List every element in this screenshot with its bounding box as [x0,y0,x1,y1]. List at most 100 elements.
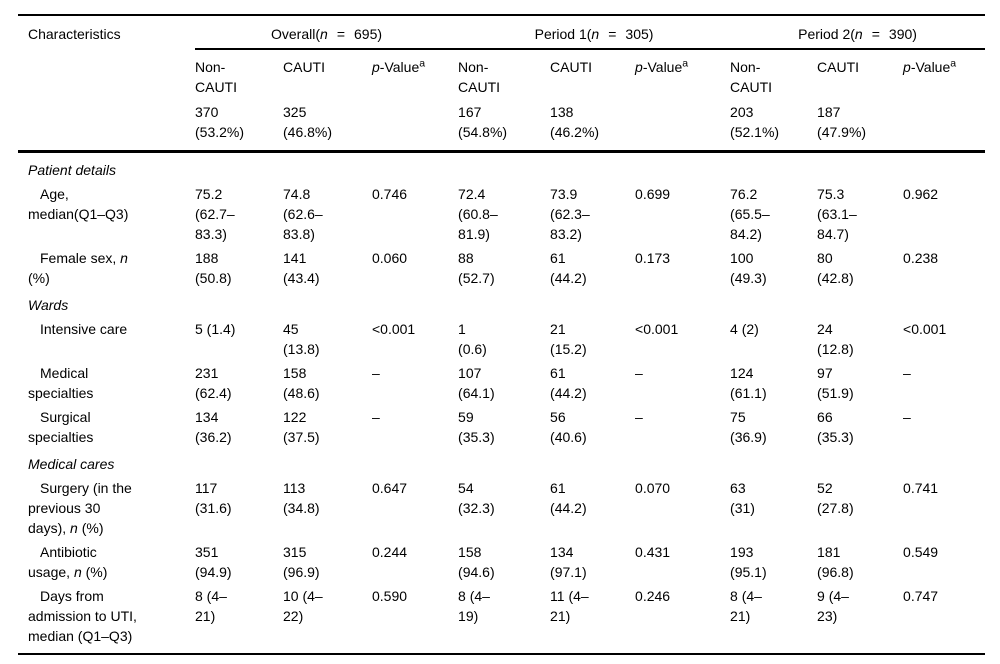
cell-value: 134 (36.2) [195,409,232,445]
cell-value: 0.246 [635,582,731,655]
n-variable: n [854,26,863,42]
equals-sign: = [608,26,617,42]
group-header-period1: Period 1(n = 305) [458,15,731,50]
cell-value: 0.741 [903,480,939,496]
row-label: Medical specialties [18,359,195,403]
cell-value: 0.699 [635,186,671,202]
cell-value: 45 (13.8) [283,321,320,357]
label-text: Surgical specialties [28,409,94,445]
cell-value: 54 (32.3) [458,480,495,516]
cell-value: 181 (96.8) [817,544,854,580]
cell-value: 11 (4– 21) [550,582,636,655]
characteristics-table: Characteristics Overall(n = 695) Period 1(… [18,14,986,655]
label-text: Surgery (in the previous 30 days), [28,480,132,536]
cell-value: 66 (35.3) [817,409,854,445]
group-count-cell: 325 (46.8%) [283,97,372,153]
footnote-marker: a [682,57,689,70]
cell-value: 1 (0.6) [458,321,487,357]
p-value-text: -Value [910,59,951,75]
equals-sign: = [871,26,880,42]
cell-value: 117 (31.6) [195,480,232,516]
group-count-cell [372,97,459,153]
group-label-text: Period 2( [798,26,855,42]
cell-value: 97 (51.9) [817,365,854,401]
cell-value: 75.3 (63.1– 84.7) [817,186,857,242]
label-text: (%) [81,564,108,580]
subheader-non-cauti: Non- CAUTI [195,59,237,95]
n-variable: n [591,26,600,42]
cell-value: 188 (50.8) [195,250,232,286]
subheader-cauti: CAUTI [283,59,325,75]
table-row: Medical specialties 231 (62.4) 158 (48.6) –… [18,359,985,403]
cell-value: 0.962 [903,186,939,202]
footnote-marker: a [950,57,957,70]
cell-value: 10 (4– 22) [283,582,372,655]
cell-value: 56 (40.6) [550,409,587,445]
label-text: Female sex, [40,250,121,266]
group-count-cell [635,97,731,153]
subheader-cauti: CAUTI [817,59,860,75]
section-header: Wards [28,297,69,313]
cell-value: 72.4 (60.8– 81.9) [458,186,498,242]
p-variable: p [635,59,643,75]
row-label: Surgical specialties [18,403,195,447]
cell-value: 0.747 [903,582,986,655]
cell-value: <0.001 [372,321,416,337]
cell-value: 88 (52.7) [458,250,495,286]
cell-value: 100 (49.3) [730,250,767,286]
characteristics-header: Characteristics [28,26,121,42]
cell-value: – [903,409,911,425]
p-value-text: -Value [379,59,420,75]
cell-value: 0.746 [372,186,408,202]
cell-value: <0.001 [635,321,679,337]
cell-value: 59 (35.3) [458,409,495,445]
cell-value: 122 (37.5) [283,409,320,445]
cell-value: 0.590 [372,582,459,655]
cell-value: – [635,409,643,425]
subheader-non-cauti: Non- CAUTI [458,59,501,95]
n-variable: n [73,564,82,580]
subheader-p-value: p-Valuea [903,49,985,97]
group-n-value: 305) [625,26,654,42]
cell-value: 141 (43.4) [283,250,320,286]
cell-value: 315 (96.9) [283,544,320,580]
cell-value: 74.8 (62.6– 83.8) [283,186,323,242]
equals-sign: = [336,26,345,42]
cell-value: 24 (12.8) [817,321,854,357]
group-header-overall: Overall(n = 695) [195,15,459,50]
table-row: Days from admission to UTI, median (Q1–Q… [18,582,986,655]
label-text: Days from admission to UTI, median (Q1–Q… [28,588,137,644]
group-label-text: Overall( [271,26,321,42]
cell-value: 0.647 [372,480,408,496]
cell-value: 73.9 (62.3– 83.2) [550,186,590,242]
p-variable: p [903,59,911,75]
cell-value: 124 (61.1) [730,365,767,401]
label-text: Intensive care [40,321,128,337]
footnote-marker: a [419,57,426,70]
cell-value: 76.2 (65.5– 84.2) [730,186,770,242]
group-count-cell: 203 (52.1%) [730,97,818,153]
cell-value: 75 (36.9) [730,409,767,445]
cell-value: 0.060 [372,250,408,266]
cell-value: 231 (62.4) [195,365,232,401]
label-text: Medical specialties [28,365,94,401]
cell-value: 8 (4– 21) [730,582,818,655]
cell-value: 158 (48.6) [283,365,320,401]
cell-value: 9 (4– 23) [817,582,904,655]
table-body: Patient details Age, median(Q1–Q3) 75.2 (6… [18,152,986,655]
subheader-cauti: CAUTI [550,59,593,75]
subheader-p-value: p-Valuea [372,49,458,97]
section-header: Patient details [28,162,116,178]
cell-value: – [372,365,380,381]
subheader-non-cauti: Non- CAUTI [730,59,773,95]
cell-value: 8 (4– 21) [195,582,283,655]
section-row: Medical cares [18,447,985,474]
group-label-text: Period 1( [534,26,592,42]
group-n-value: 390) [888,26,917,42]
section-row: Wards [18,288,985,315]
group-count-cell: 167 (54.8%) [458,97,551,153]
empty-cell [18,97,195,153]
cell-value: 4 (2) [730,321,759,337]
p-variable: p [372,59,380,75]
empty-cell [18,49,195,97]
